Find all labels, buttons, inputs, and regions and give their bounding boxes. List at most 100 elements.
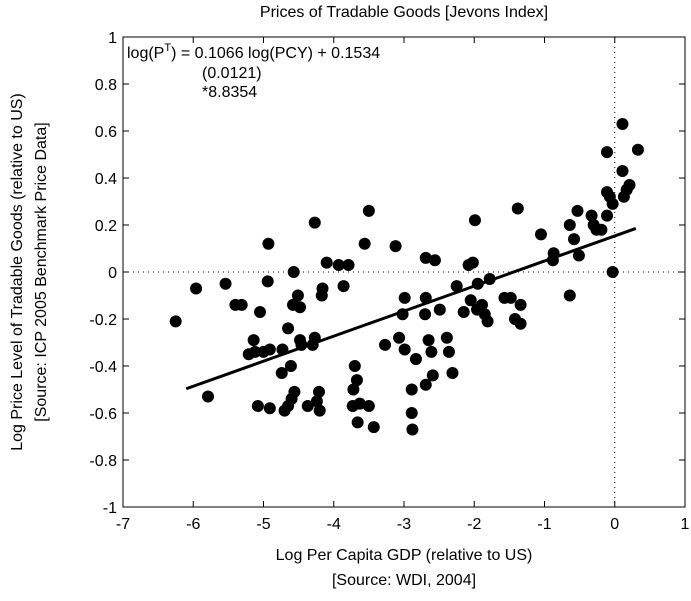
annotation-rest: ) = 0.1066 log(PCY) + 0.1534 bbox=[171, 45, 380, 62]
y-tick-label: -0.2 bbox=[89, 312, 117, 329]
point bbox=[606, 197, 619, 210]
point bbox=[428, 254, 441, 267]
point bbox=[563, 289, 576, 302]
point bbox=[571, 204, 584, 217]
point bbox=[464, 294, 477, 307]
x-tick-label: -3 bbox=[397, 516, 411, 533]
point bbox=[278, 404, 291, 417]
point bbox=[251, 399, 264, 412]
point bbox=[347, 383, 360, 396]
y-tick-label: 0 bbox=[108, 265, 117, 282]
point bbox=[419, 251, 432, 264]
point bbox=[313, 404, 326, 417]
point bbox=[616, 117, 629, 130]
point bbox=[337, 280, 350, 293]
point bbox=[457, 305, 470, 318]
x-tick-label: -2 bbox=[467, 516, 481, 533]
point bbox=[446, 367, 459, 380]
annotation-line: *8.8354 bbox=[202, 84, 257, 101]
y-tick-label: 1 bbox=[108, 30, 117, 47]
x-tick-label: -1 bbox=[537, 516, 551, 533]
point bbox=[332, 258, 345, 271]
point bbox=[450, 280, 463, 293]
point bbox=[511, 202, 524, 215]
point bbox=[247, 334, 260, 347]
point bbox=[294, 301, 307, 314]
x-tick-label: -7 bbox=[116, 516, 130, 533]
y-tick-label: 0.6 bbox=[95, 124, 117, 141]
point bbox=[534, 228, 547, 241]
point bbox=[282, 322, 295, 335]
y-axis-source: [Source: ICP 2005 Benchmark Price Data] bbox=[33, 122, 50, 421]
point bbox=[389, 240, 402, 253]
point bbox=[475, 298, 488, 311]
point bbox=[312, 385, 325, 398]
point bbox=[631, 143, 644, 156]
point bbox=[348, 360, 361, 372]
point bbox=[601, 146, 614, 159]
point bbox=[398, 343, 411, 356]
x-tick-label: -6 bbox=[186, 516, 200, 533]
point bbox=[595, 223, 608, 236]
point bbox=[398, 291, 411, 304]
y-tick-label: -0.8 bbox=[89, 453, 117, 470]
point bbox=[350, 374, 363, 387]
point bbox=[253, 305, 266, 318]
point bbox=[308, 216, 321, 229]
point bbox=[616, 164, 629, 177]
point bbox=[466, 256, 479, 269]
point bbox=[514, 317, 527, 330]
point bbox=[362, 399, 375, 412]
point bbox=[468, 214, 481, 227]
point bbox=[504, 291, 517, 304]
point bbox=[310, 395, 323, 408]
point bbox=[585, 209, 598, 222]
x-tick-label: 1 bbox=[681, 516, 690, 533]
point bbox=[287, 266, 300, 278]
point bbox=[235, 298, 248, 311]
x-axis-source: [Source: WDI, 2004] bbox=[332, 572, 476, 589]
y-tick-label: -0.4 bbox=[89, 359, 117, 376]
point bbox=[353, 397, 366, 410]
point bbox=[422, 334, 435, 347]
point bbox=[294, 334, 307, 347]
point bbox=[393, 331, 406, 344]
y-tick-label: -0.6 bbox=[89, 406, 117, 423]
point bbox=[568, 233, 581, 246]
point bbox=[219, 277, 232, 290]
point bbox=[284, 360, 297, 372]
point bbox=[249, 345, 262, 358]
point bbox=[320, 256, 333, 269]
annotation-main: log(P bbox=[127, 45, 164, 62]
y-axis-label: Log Price Level of Tradable Goods (relat… bbox=[9, 93, 26, 451]
point bbox=[623, 179, 636, 192]
chart-title: Prices of Tradable Goods [Jevons Index] bbox=[260, 4, 548, 21]
x-tick-label: -4 bbox=[327, 516, 341, 533]
point bbox=[275, 367, 288, 380]
y-tick-label: 0.8 bbox=[95, 77, 117, 94]
x-tick-label: -5 bbox=[256, 516, 270, 533]
point bbox=[358, 237, 371, 250]
annotation-line: (0.0121) bbox=[202, 65, 262, 82]
point bbox=[202, 390, 215, 403]
point bbox=[426, 369, 439, 382]
point bbox=[405, 407, 418, 419]
point bbox=[379, 338, 392, 351]
point bbox=[440, 331, 453, 344]
y-tick-label: -1 bbox=[103, 500, 117, 517]
y-tick-label: 0.2 bbox=[95, 218, 117, 235]
point bbox=[406, 423, 419, 436]
annotation-superscript: T bbox=[164, 42, 171, 54]
point bbox=[601, 209, 614, 222]
point bbox=[419, 308, 432, 321]
x-axis-label: Log Per Capita GDP (relative to US) bbox=[276, 547, 533, 564]
point bbox=[351, 416, 364, 429]
fit-line bbox=[185, 227, 637, 391]
point bbox=[405, 383, 418, 396]
point bbox=[315, 289, 328, 302]
point bbox=[514, 298, 527, 311]
point bbox=[606, 266, 619, 278]
point bbox=[362, 204, 375, 217]
